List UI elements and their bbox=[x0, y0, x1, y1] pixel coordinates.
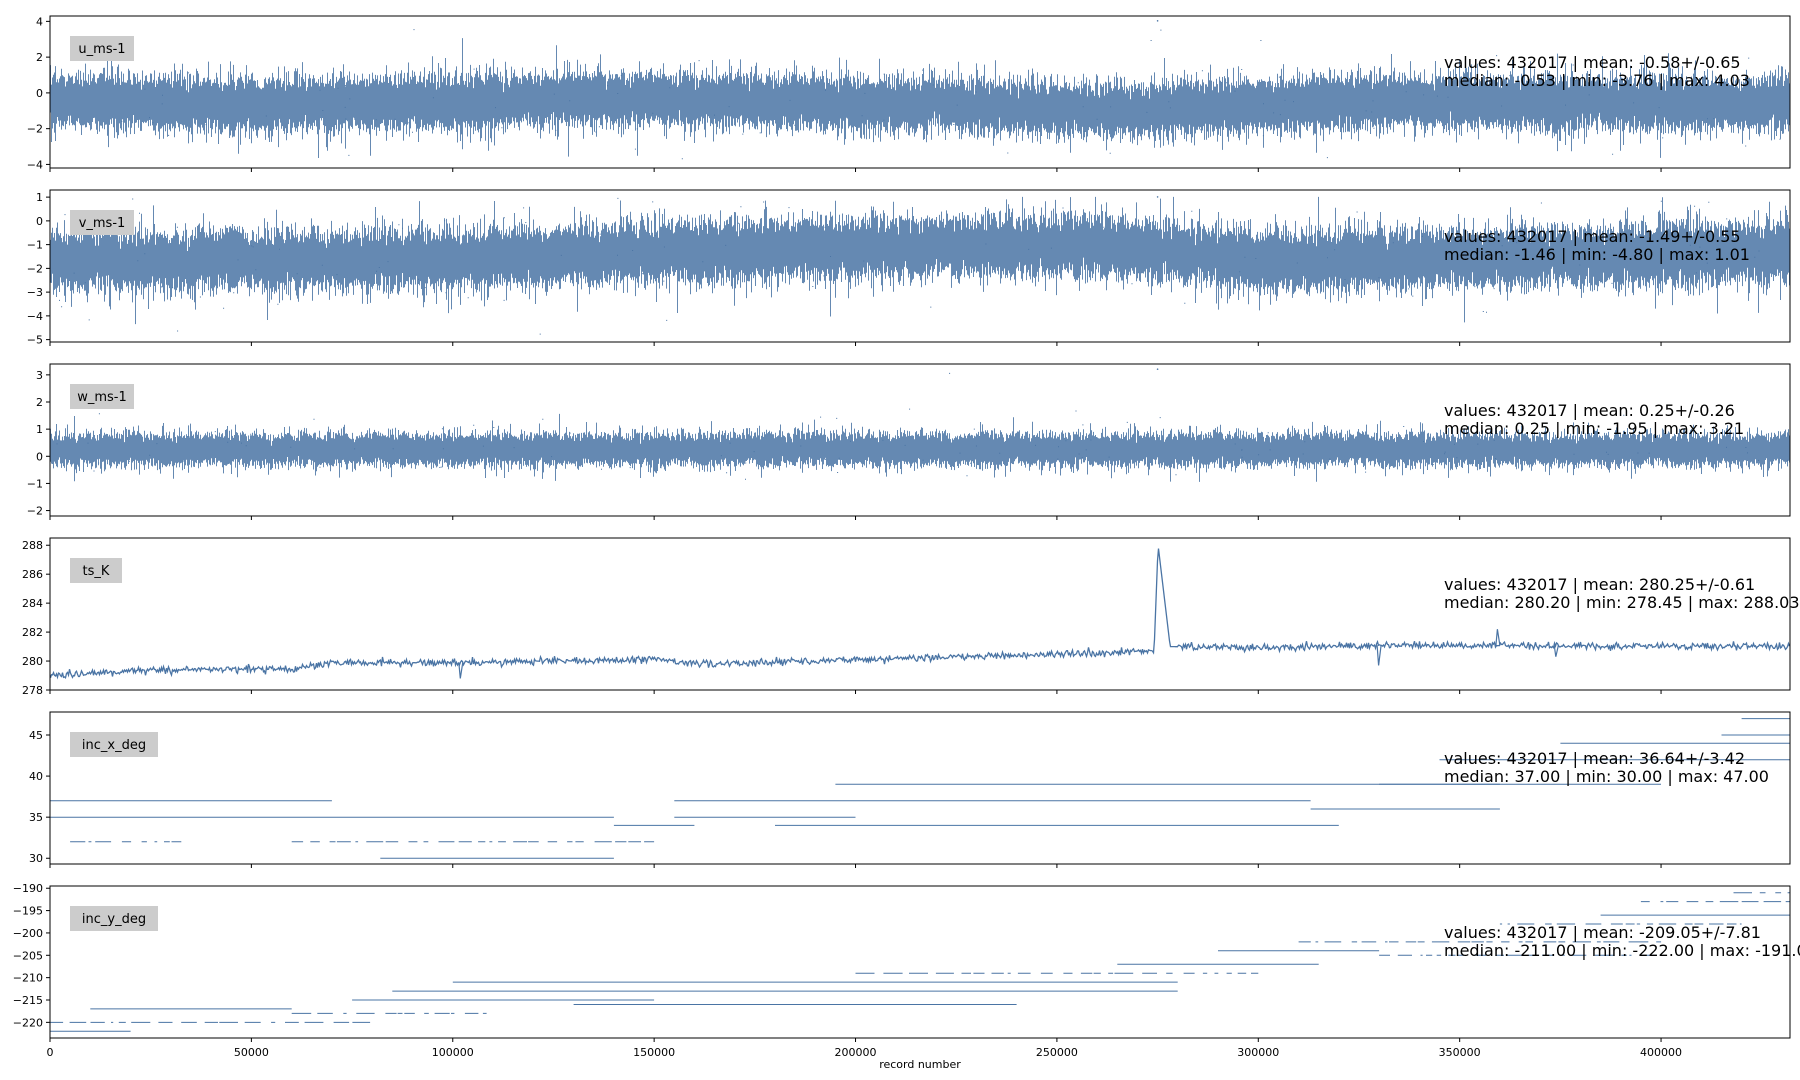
series-outliers-u_ms-1 bbox=[121, 29, 1781, 160]
stats-line-2: median: -0.53 | min: -3.76 | max: 4.03 bbox=[1444, 71, 1750, 90]
y-tick-label: 45 bbox=[29, 729, 43, 742]
variable-label-box bbox=[70, 558, 122, 583]
x-tick-label: 350000 bbox=[1439, 1046, 1481, 1059]
y-tick-label: −2 bbox=[27, 505, 43, 518]
y-tick-label: 280 bbox=[22, 655, 43, 668]
y-tick-label: 4 bbox=[36, 15, 43, 28]
y-tick-label: −190 bbox=[13, 882, 43, 895]
y-tick-label: −2 bbox=[27, 123, 43, 136]
panel-frame bbox=[49, 363, 1791, 517]
y-tick-label: 40 bbox=[29, 770, 43, 783]
panel-ts_K: 278 280 282 284 286 288 ts_K values: 432017 | m… bbox=[22, 537, 1800, 697]
x-tick-label: 0 bbox=[47, 1046, 54, 1059]
y-tick-label: −4 bbox=[27, 310, 43, 323]
y-tick-label: −4 bbox=[27, 158, 43, 171]
y-tick-label: 284 bbox=[22, 597, 43, 610]
y-tick-label: −5 bbox=[27, 334, 43, 347]
y-tick-label: −3 bbox=[27, 286, 43, 299]
stats-line-1: values: 432017 | mean: 280.25+/-0.61 bbox=[1444, 575, 1755, 594]
y-tick-label: 35 bbox=[29, 811, 43, 824]
series-max-point bbox=[1156, 20, 1159, 22]
y-tick-label: 286 bbox=[22, 568, 43, 581]
series-u_ms-1 bbox=[50, 20, 1790, 160]
x-axis-label: record number bbox=[879, 1058, 961, 1071]
x-tick-label: 400000 bbox=[1640, 1046, 1682, 1059]
variable-label-box bbox=[70, 906, 158, 931]
series-max-point bbox=[1156, 196, 1159, 198]
y-tick-label: −1 bbox=[27, 477, 43, 490]
x-tick-label: 200000 bbox=[835, 1046, 877, 1059]
series-spike-1 bbox=[1376, 645, 1382, 666]
x-tick-label: 250000 bbox=[1036, 1046, 1078, 1059]
series-inc_y_deg bbox=[50, 892, 1790, 1032]
stats-line-1: values: 432017 | mean: 0.25+/-0.26 bbox=[1444, 401, 1735, 420]
stats-line-2: median: 0.25 | min: -1.95 | max: 3.21 bbox=[1444, 419, 1744, 438]
y-tick-label: −210 bbox=[13, 972, 43, 985]
x-tick-label: 50000 bbox=[234, 1046, 269, 1059]
stats-line-1: values: 432017 | mean: -0.58+/-0.65 bbox=[1444, 53, 1741, 72]
variable-label-box bbox=[70, 36, 134, 61]
panel-w_ms-1: −2 −1 0 1 2 3 w_ms-1 values: 432017 | mean: 0.2… bbox=[27, 363, 1791, 520]
y-tick-label: 3 bbox=[36, 369, 43, 382]
panel-frame bbox=[49, 885, 1791, 1039]
series-outliers-v_ms-1 bbox=[59, 197, 1760, 335]
y-tick-label: −200 bbox=[13, 927, 43, 940]
y-tick-label: 1 bbox=[36, 423, 43, 436]
variable-label: inc_x_deg bbox=[82, 738, 146, 753]
series-ts_K bbox=[50, 548, 1790, 680]
stats-line-2: median: 37.00 | min: 30.00 | max: 47.00 bbox=[1444, 767, 1769, 786]
variable-label: v_ms-1 bbox=[79, 216, 126, 231]
panel-v_ms-1: −5 −4 −3 −2 −1 0 1 v_ms-1 values: 432017 | mean:… bbox=[27, 189, 1791, 347]
stats-line-2: median: -211.00 | min: -222.00 | max: -1… bbox=[1444, 941, 1800, 960]
panel-frame bbox=[49, 189, 1791, 343]
y-tick-label: 288 bbox=[22, 539, 43, 552]
series-spike-3 bbox=[1553, 645, 1559, 657]
series-v_ms-1 bbox=[50, 196, 1790, 335]
series-line-ts_K bbox=[50, 548, 1790, 680]
variable-label-box bbox=[70, 384, 134, 409]
y-tick-label: 282 bbox=[22, 626, 43, 639]
panel-inc_y_deg: −220 −215 −210 −205 −200 −195 −190 0 50000 100000… bbox=[13, 882, 1800, 1059]
y-tick-label: 1 bbox=[36, 191, 43, 204]
panel-u_ms-1: −4 −2 0 2 4 u_ms-1 values: 432017 | mean: -0.5… bbox=[27, 15, 1791, 172]
y-tick-label: 0 bbox=[36, 450, 43, 463]
variable-label: inc_y_deg bbox=[82, 912, 146, 927]
panel-frame bbox=[49, 15, 1791, 169]
variable-label: w_ms-1 bbox=[77, 390, 127, 405]
stats-line-1: values: 432017 | mean: 36.64+/-3.42 bbox=[1444, 749, 1745, 768]
stats-line-2: median: -1.46 | min: -4.80 | max: 1.01 bbox=[1444, 245, 1750, 264]
y-tick-label: −220 bbox=[13, 1016, 43, 1029]
y-tick-label: 0 bbox=[36, 215, 43, 228]
y-tick-label: −205 bbox=[13, 949, 43, 962]
variable-label: ts_K bbox=[83, 564, 110, 579]
y-tick-label: 0 bbox=[36, 87, 43, 100]
stats-line-2: median: 280.20 | min: 278.45 | max: 288.… bbox=[1444, 593, 1800, 612]
series-outliers-w_ms-1 bbox=[56, 372, 1789, 480]
y-tick-label: 30 bbox=[29, 852, 43, 865]
series-w_ms-1 bbox=[50, 368, 1790, 482]
y-tick-label: −1 bbox=[27, 239, 43, 252]
panel-frame bbox=[49, 711, 1791, 865]
y-tick-label: −2 bbox=[27, 262, 43, 275]
series-max-point bbox=[1156, 368, 1159, 370]
series-spike-2 bbox=[1495, 629, 1501, 646]
y-tick-label: −215 bbox=[13, 994, 43, 1007]
series-inc_x_deg bbox=[50, 718, 1790, 859]
x-tick-label: 300000 bbox=[1237, 1046, 1279, 1059]
y-tick-label: −195 bbox=[13, 905, 43, 918]
x-tick-label: 100000 bbox=[432, 1046, 474, 1059]
stats-line-1: values: 432017 | mean: -1.49+/-0.55 bbox=[1444, 227, 1741, 246]
y-tick-label: 2 bbox=[36, 396, 43, 409]
x-tick-label: 150000 bbox=[633, 1046, 675, 1059]
panel-inc_x_deg: 30 35 40 45 inc_x_deg values: 432017 | mean: … bbox=[29, 711, 1791, 868]
variable-label-box bbox=[70, 732, 158, 757]
series-spike-0 bbox=[458, 662, 464, 679]
y-tick-label: 278 bbox=[22, 684, 43, 697]
variable-label-box bbox=[70, 210, 134, 235]
panel-frame bbox=[49, 537, 1791, 691]
stats-line-1: values: 432017 | mean: -209.05+/-7.81 bbox=[1444, 923, 1761, 942]
y-tick-label: 2 bbox=[36, 51, 43, 64]
variable-label: u_ms-1 bbox=[78, 42, 125, 57]
